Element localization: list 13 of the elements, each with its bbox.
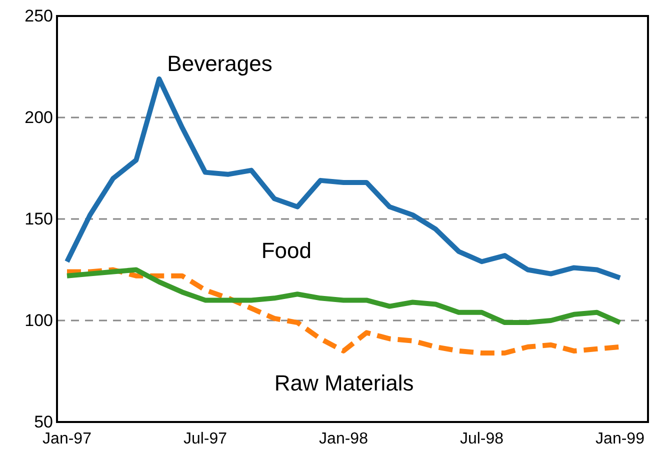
series-label: Beverages (167, 50, 272, 76)
y-tick-label: 100 (24, 310, 53, 330)
y-tick-label: 150 (24, 209, 53, 228)
x-tick-label: Jan-98 (319, 430, 368, 448)
x-tick-label: Jan-97 (42, 430, 92, 448)
y-tick-label: 50 (34, 412, 53, 432)
x-tick-label: Jul-98 (460, 430, 504, 448)
y-tick-label: 250 (24, 6, 53, 26)
y-tick-label: 200 (24, 108, 53, 127)
x-tick-label: Jan-99 (596, 430, 645, 448)
series-label: Food (261, 238, 312, 264)
x-tick-label: Jul-97 (183, 430, 228, 448)
series-label: Raw Materials (274, 370, 414, 396)
